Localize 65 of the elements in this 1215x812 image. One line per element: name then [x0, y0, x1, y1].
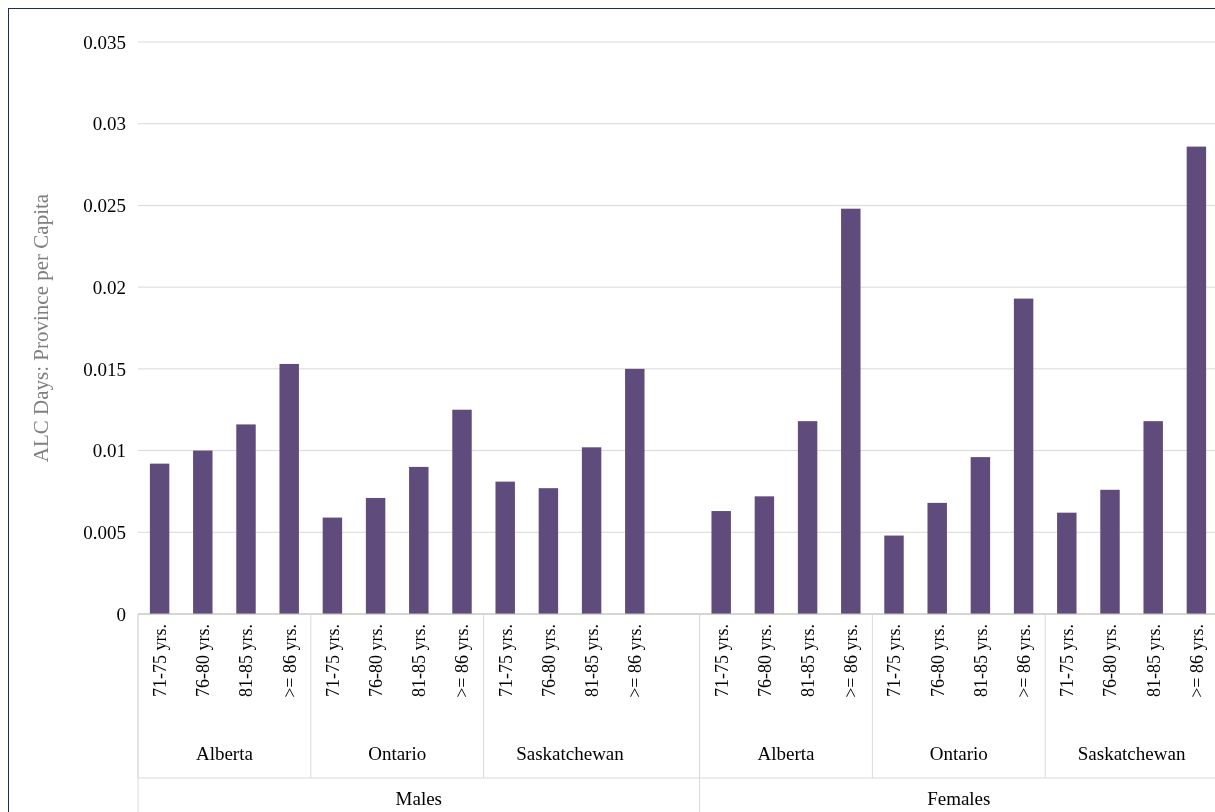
x-tick-label: 76-80 yrs. — [927, 624, 948, 697]
text: Ontario — [368, 743, 427, 764]
x-tick-label: 81-85 yrs. — [409, 624, 430, 697]
x-tick-label: 81-85 yrs. — [1143, 624, 1164, 697]
text: Saskatchewan — [1077, 743, 1186, 764]
y-tick-label: 0.025 — [83, 195, 126, 217]
x-tick-label: 81-85 yrs. — [970, 624, 991, 697]
bar — [1100, 489, 1120, 614]
bar — [754, 496, 775, 614]
bar — [538, 488, 559, 614]
bar — [149, 463, 170, 614]
bar — [409, 466, 429, 614]
text: Alberta — [195, 743, 254, 764]
bar — [797, 421, 818, 614]
bar — [711, 511, 731, 614]
text: Saskatchewan — [516, 743, 625, 764]
bar — [1057, 512, 1077, 614]
bar — [1186, 146, 1207, 614]
bar — [279, 363, 299, 614]
bar — [581, 447, 602, 614]
x-tick-label: 81-85 yrs. — [581, 624, 602, 697]
y-axis-title: ALC Days: Province per Capita — [29, 193, 53, 463]
bar — [452, 409, 472, 614]
x-tick-label: >= 86 yrs. — [452, 624, 473, 698]
text: Ontario — [929, 743, 988, 764]
x-tick-label: 71-75 yrs. — [149, 624, 170, 697]
x-tick-label: 71-75 yrs. — [1057, 624, 1078, 697]
x-tick-label: 76-80 yrs. — [1100, 624, 1121, 697]
bar — [1013, 298, 1034, 614]
bar — [236, 424, 256, 614]
bar — [927, 502, 947, 614]
x-tick-label: 81-85 yrs. — [236, 624, 257, 697]
y-tick-label: 0 — [116, 603, 126, 625]
x-tick-label: 76-80 yrs. — [193, 624, 214, 697]
bar — [841, 208, 861, 614]
y-tick-label: 0.03 — [92, 113, 126, 135]
x-tick-label: 71-75 yrs. — [711, 624, 732, 697]
y-tick-label: 0.02 — [92, 276, 126, 298]
x-tick-label: 71-75 yrs. — [495, 624, 516, 697]
bar — [495, 481, 515, 614]
x-tick-label: >= 86 yrs. — [625, 624, 646, 698]
x-tick-label: >= 86 yrs. — [279, 624, 300, 698]
x-tick-label: >= 86 yrs. — [1186, 624, 1207, 698]
y-tick-label: 0.01 — [92, 440, 126, 462]
x-tick-label: 76-80 yrs. — [754, 624, 775, 697]
x-tick-label: 81-85 yrs. — [797, 624, 818, 697]
bar — [322, 517, 343, 614]
x-tick-label: >= 86 yrs. — [1013, 624, 1034, 698]
bar — [365, 497, 386, 614]
text: Females — [927, 788, 991, 809]
bar — [193, 450, 213, 614]
x-tick-label: >= 86 yrs. — [841, 624, 862, 698]
y-tick-label: 0.005 — [83, 521, 126, 543]
bar — [625, 368, 645, 614]
x-tick-label: 76-80 yrs. — [538, 624, 559, 697]
text: Alberta — [757, 743, 816, 764]
x-tick-label: 71-75 yrs. — [322, 624, 343, 697]
bar — [1143, 421, 1163, 614]
y-tick-label: 0.015 — [83, 358, 126, 380]
text: Males — [395, 788, 443, 809]
bar — [884, 535, 904, 614]
bar — [970, 457, 991, 614]
x-tick-label: 76-80 yrs. — [365, 624, 386, 697]
y-tick-label: 0.035 — [83, 31, 126, 53]
x-tick-label: 71-75 yrs. — [884, 624, 905, 697]
